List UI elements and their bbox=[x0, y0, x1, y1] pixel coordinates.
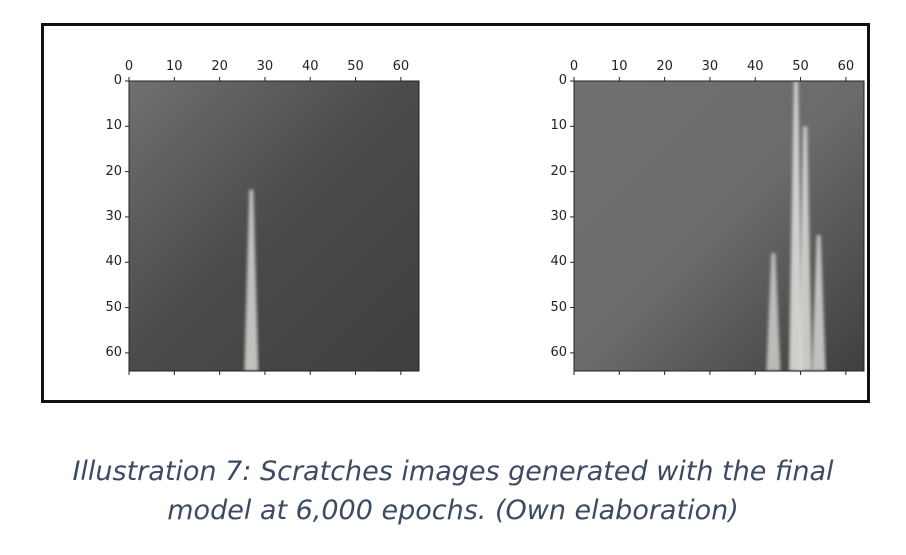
x-tick-label: 30 bbox=[701, 59, 719, 74]
y-tick-label: 30 bbox=[105, 208, 122, 224]
y-tick-label: 20 bbox=[105, 163, 122, 179]
y-tick-label: 50 bbox=[550, 299, 567, 315]
y-tick-label: 0 bbox=[558, 73, 567, 88]
left-generated-image-plot: 0 10 20 30 40 50 60 0 10 20 30 40 50 60 bbox=[104, 56, 420, 386]
x-tick-label: 60 bbox=[837, 59, 855, 74]
plot-svg bbox=[570, 77, 865, 375]
y-tick-label: 60 bbox=[105, 344, 122, 360]
x-tick-label: 0 bbox=[124, 59, 134, 74]
x-tick-label: 40 bbox=[301, 59, 319, 74]
right-generated-image-plot: 0 10 20 30 40 50 60 0 10 20 30 40 50 60 bbox=[549, 56, 865, 386]
x-tick-label: 50 bbox=[347, 59, 364, 74]
figure-frame: 0 10 20 30 40 50 60 0 10 20 30 40 50 60 0 10 20 30 40 50 60… bbox=[41, 23, 870, 403]
y-tick-label: 60 bbox=[550, 344, 567, 360]
y-tick-label: 0 bbox=[113, 73, 122, 88]
x-tick-label: 10 bbox=[611, 59, 628, 74]
x-tick-label: 50 bbox=[792, 59, 809, 74]
x-tick-label: 0 bbox=[569, 59, 579, 74]
y-tick-label: 20 bbox=[550, 163, 567, 179]
scratch-mark bbox=[811, 235, 826, 371]
x-tick-label: 10 bbox=[166, 59, 183, 74]
caption-line-2: model at 6,000 epochs. (Own elaboration) bbox=[167, 495, 739, 526]
figure-caption: Illustration 7: Scratches images generat… bbox=[0, 452, 906, 530]
y-tick-label: 40 bbox=[105, 254, 122, 270]
axes-frame bbox=[573, 80, 865, 372]
y-tick-label: 40 bbox=[550, 254, 567, 270]
y-tick-label: 30 bbox=[550, 208, 567, 224]
caption-line-1: Illustration 7: Scratches images generat… bbox=[72, 456, 834, 487]
scratch-mark bbox=[798, 126, 813, 371]
x-tick-label: 20 bbox=[211, 59, 228, 74]
plot-svg bbox=[125, 77, 420, 375]
axes-frame bbox=[128, 80, 420, 372]
x-tick-label: 30 bbox=[256, 59, 274, 74]
x-tick-label: 20 bbox=[656, 59, 673, 74]
y-tick-label: 10 bbox=[105, 118, 122, 134]
scratch-mark bbox=[244, 189, 259, 371]
scratch-mark bbox=[766, 253, 781, 371]
scratch-mark bbox=[789, 81, 804, 371]
x-tick-label: 40 bbox=[746, 59, 764, 74]
x-tick-label: 60 bbox=[392, 59, 410, 74]
image-background bbox=[129, 81, 419, 371]
y-tick-label: 10 bbox=[550, 118, 567, 134]
y-tick-label: 50 bbox=[105, 299, 122, 315]
